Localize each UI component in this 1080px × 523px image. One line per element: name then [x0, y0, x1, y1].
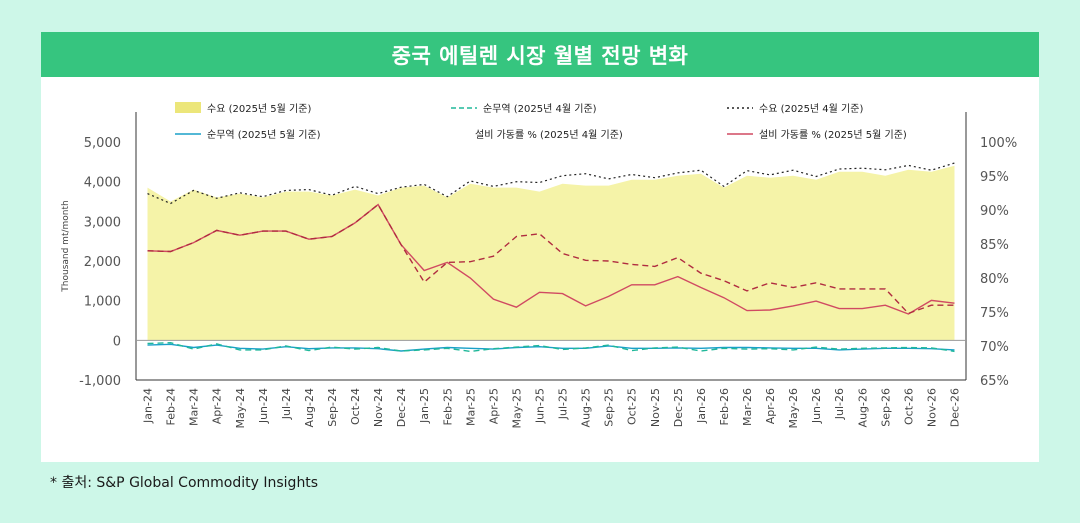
legend-net-import-may: 순무역 (2025년 5월 기준) — [175, 129, 321, 141]
x-tick-label: Oct-25 — [626, 388, 639, 425]
chart-title: 중국 에틸렌 시장 월별 전망 변화 — [41, 32, 1039, 77]
y2-tick-label: 90% — [980, 204, 1009, 219]
legend-swatch — [175, 102, 201, 113]
y-tick-label: 3,000 — [84, 215, 121, 230]
y2-tick-label: 70% — [980, 340, 1009, 355]
x-tick-label: Apr-26 — [764, 388, 777, 424]
x-tick-label: Oct-26 — [902, 388, 915, 425]
x-tick-label: Jan-26 — [695, 388, 708, 424]
x-tick-label: May-25 — [510, 388, 523, 429]
legend-label: 설비 가동률 % (2025년 5월 기준) — [759, 129, 907, 141]
y-tick-label: 0 — [113, 334, 121, 349]
x-tick-label: Mar-25 — [464, 388, 477, 426]
x-tick-label: Oct-24 — [349, 388, 362, 425]
x-tick-label: Sep-26 — [879, 388, 892, 427]
x-tick-label: Jan-25 — [418, 388, 431, 424]
y2-tick-label: 80% — [980, 272, 1009, 287]
x-tick-label: Aug-25 — [580, 388, 593, 427]
legend-demand-apr: 수요 (2025년 4월 기준) — [727, 103, 863, 115]
demand-line-apr — [147, 162, 955, 205]
legend-label: 설비 가동률 % (2025년 4월 기준) — [475, 129, 623, 141]
x-tick-label: May-26 — [787, 388, 800, 429]
y-tick-label: 1,000 — [84, 295, 121, 310]
y2-tick-label: 95% — [980, 170, 1009, 185]
legend-net-import-apr: 순무역 (2025년 4월 기준) — [451, 103, 597, 115]
y2-tick-label: 75% — [980, 306, 1009, 321]
y-tick-label: 4,000 — [84, 176, 121, 191]
x-tick-label: Dec-26 — [948, 388, 961, 427]
x-tick-label: Jul-24 — [280, 388, 293, 420]
x-tick-label: Jul-25 — [557, 388, 570, 420]
x-tick-label: Nov-26 — [925, 388, 938, 427]
x-tick-label: May-24 — [234, 388, 247, 429]
chart-svg: 5,000 4,000 3,000 2,000 1,000 0 -1,000 100% 95% 9… — [61, 102, 1017, 429]
x-tick-label: Mar-26 — [741, 388, 754, 426]
demand-area-may — [147, 165, 955, 341]
y2-tick-label: 100% — [980, 136, 1017, 151]
x-tick-label: Jun-26 — [810, 388, 823, 424]
x-tick-label: Feb-24 — [165, 388, 178, 425]
source-note: * 출처: S&P Global Commodity Insights — [50, 475, 319, 491]
x-tick-label: Dec-25 — [672, 388, 685, 427]
net-import-line-may — [147, 343, 955, 352]
chart-frame: 중국 에틸렌 시장 월별 전망 변화 5,000 4,000 3,000 2,000 1… — [41, 32, 1039, 462]
x-tick-label: Apr-24 — [211, 388, 224, 424]
x-tick-label: Jul-26 — [833, 388, 846, 420]
legend-util-apr: 설비 가동률 % (2025년 4월 기준) — [475, 129, 623, 141]
y2-tick-label: 65% — [980, 374, 1009, 389]
utilization-line-apr — [147, 203, 955, 315]
x-tick-label: Dec-24 — [395, 388, 408, 427]
x-tick-label: Nov-24 — [372, 388, 385, 427]
x-tick-label: Feb-25 — [441, 388, 454, 425]
y2-tick-label: 85% — [980, 238, 1009, 253]
legend-label: 수요 (2025년 4월 기준) — [759, 103, 863, 115]
y-tick-label: 2,000 — [84, 255, 121, 270]
x-tick-label: Sep-24 — [326, 388, 339, 427]
legend-util-may: 설비 가동률 % (2025년 5월 기준) — [727, 129, 907, 141]
y-tick-label: 5,000 — [84, 136, 121, 151]
legend-demand-may: 수요 (2025년 5월 기준) — [175, 102, 311, 115]
x-tick-label: Sep-25 — [603, 388, 616, 427]
legend-label: 순무역 (2025년 5월 기준) — [207, 129, 321, 141]
x-tick-label: Aug-26 — [856, 388, 869, 427]
x-tick-label: Feb-26 — [718, 388, 731, 425]
y-axis-title: Thousand mt/month — [61, 200, 71, 292]
x-tick-label: Jan-24 — [142, 388, 155, 424]
x-tick-label: Aug-24 — [303, 388, 316, 427]
x-tick-label: Jun-25 — [533, 388, 546, 424]
x-tick-label: Nov-25 — [649, 388, 662, 427]
x-tick-label: Jun-24 — [257, 388, 270, 424]
x-tick-label: Apr-25 — [487, 388, 500, 424]
x-tick-label: Mar-24 — [188, 388, 201, 426]
legend-label: 수요 (2025년 5월 기준) — [207, 103, 311, 115]
y-tick-label: -1,000 — [79, 374, 121, 389]
legend-label: 순무역 (2025년 4월 기준) — [483, 103, 597, 115]
